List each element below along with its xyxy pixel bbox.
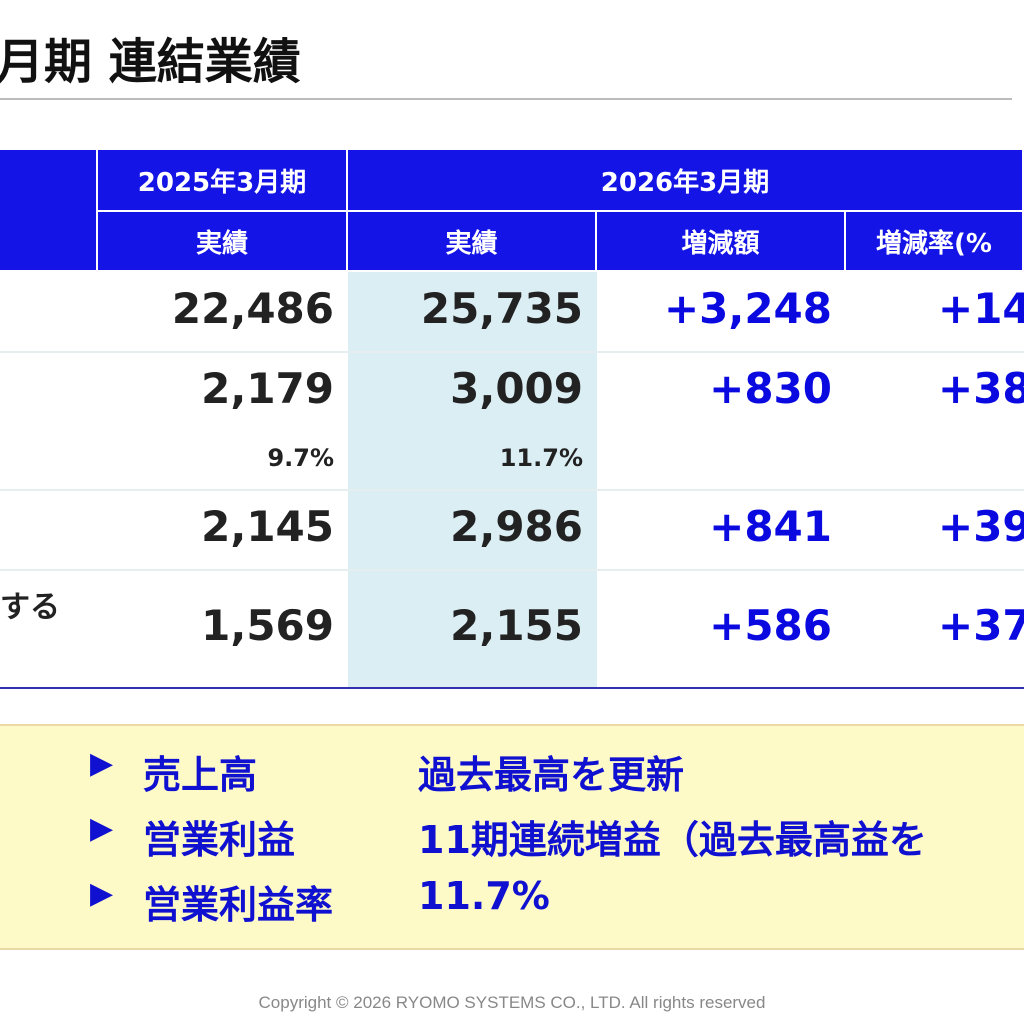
value-cell: +3,248 [663,284,832,333]
slide-title: 月期 連結業績 [0,34,301,90]
highlight-text: 11期連続増益（過去最高益を [418,818,927,862]
row-divider [0,569,1024,571]
highlight-label: 営業利益 [143,818,296,862]
value-cell: 2,155 [450,601,583,650]
ratio-cell: 9.7% [267,444,334,472]
highlight-label: 営業利益率 [143,883,334,927]
highlight-text: 過去最高を更新 [418,753,685,797]
value-cell: 2,145 [201,502,334,551]
value-cell: 2,179 [201,364,334,413]
value-cell: 1,569 [201,601,334,650]
value-cell: +841 [709,502,832,551]
value-cell: +38 [938,364,1024,413]
subheader-cell: 増減率(% [846,212,1024,272]
bullet-arrow: ▶ [90,811,114,846]
copyright: Copyright © 2026 RYOMO SYSTEMS CO., LTD.… [258,993,766,1012]
table-bottom-rule [0,687,1024,689]
highlight-box [0,724,1024,950]
header-cell [0,150,98,272]
value-cell: 25,735 [420,284,583,333]
row-label: する [0,590,60,625]
value-cell: +830 [709,364,832,413]
value-cell: 2,986 [450,502,583,551]
value-cell: +14 [938,284,1024,333]
value-cell: +39 [938,502,1024,551]
row-divider [0,351,1024,353]
value-cell: +37 [938,601,1024,650]
value-cell: 3,009 [450,364,583,413]
subheader-cell: 実績 [348,212,597,272]
actual-column-bg [348,272,597,688]
highlight-label: 売上高 [143,753,258,797]
value-cell: 22,486 [171,284,334,333]
header-cell: 2026年3月期 [348,150,1024,212]
subheader-cell: 増減額 [597,212,846,272]
subheader-cell: 実績 [98,212,348,272]
value-cell: +586 [709,601,832,650]
row-divider [0,489,1024,491]
header-cell: 2025年3月期 [98,150,348,212]
bullet-arrow: ▶ [90,746,114,781]
title-rule [0,98,1012,100]
ratio-cell: 11.7% [499,444,583,472]
highlight-text: 11.7% [418,874,550,918]
bullet-arrow: ▶ [90,876,114,911]
